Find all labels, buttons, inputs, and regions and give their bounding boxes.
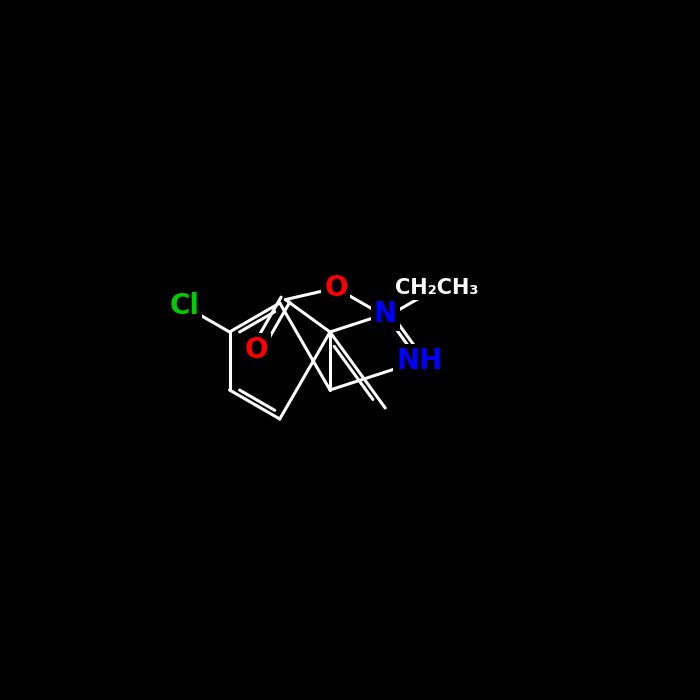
Text: NH: NH: [396, 347, 442, 375]
Text: O: O: [245, 336, 268, 364]
Text: O: O: [324, 274, 348, 302]
Text: N: N: [374, 300, 397, 328]
Text: Cl: Cl: [169, 292, 200, 320]
Text: CH₂CH₃: CH₂CH₃: [395, 278, 479, 298]
